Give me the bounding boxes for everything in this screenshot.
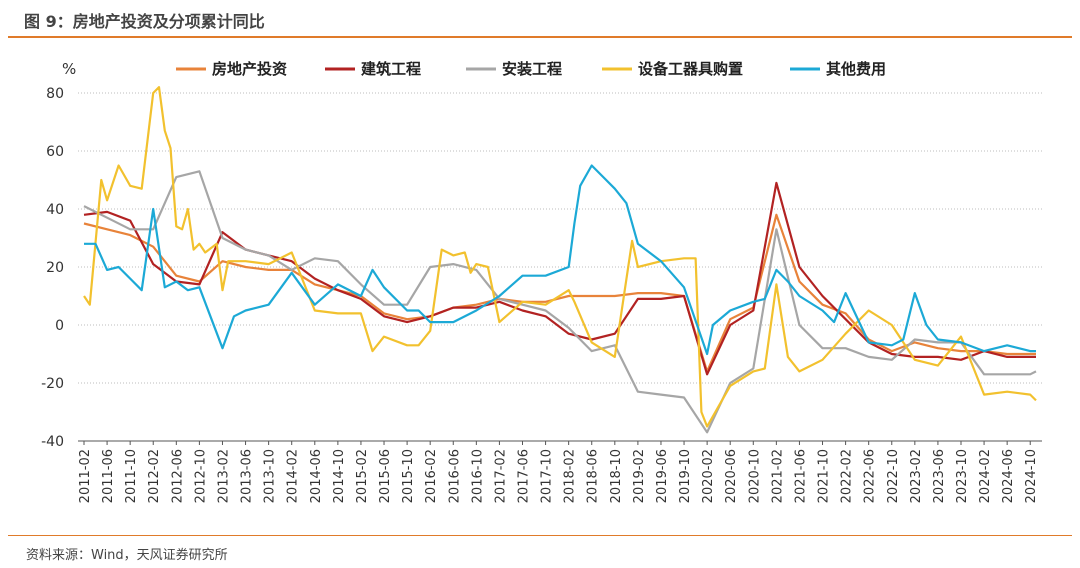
x-axis: 2011-02 2011-06 2011-10 2012-02 2012-06 2012-… xyxy=(78,440,1042,503)
x-tick-label: 2023-10 xyxy=(955,449,970,503)
legend-label: 设备工器具购置 xyxy=(638,60,743,78)
y-tick-label: 60 xyxy=(46,144,64,160)
x-tick-label: 2019-06 xyxy=(655,449,670,503)
x-tick-label: 2020-02 xyxy=(701,449,716,503)
y-tick-label: 0 xyxy=(55,318,64,334)
x-tick-label: 2021-06 xyxy=(793,449,808,503)
x-tick-label: 2014-10 xyxy=(332,449,347,503)
x-tick-label: 2022-02 xyxy=(840,449,855,503)
line-chart: % 房地产投资 建筑工程 安装工程 设备工器具购置 其他费用 -40 -20 0 20 40 60… xyxy=(41,60,1042,503)
legend-label: 安装工程 xyxy=(502,60,562,78)
x-tick-label: 2019-10 xyxy=(678,449,693,503)
x-tick-label: 2016-10 xyxy=(470,449,485,503)
x-tick-label: 2017-02 xyxy=(493,449,508,503)
x-tick-label: 2017-10 xyxy=(540,449,555,503)
x-tick-label: 2024-02 xyxy=(978,449,993,503)
top-divider xyxy=(8,36,1072,38)
x-tick-label: 2013-06 xyxy=(240,449,255,503)
x-tick-label: 2012-10 xyxy=(193,449,208,503)
x-tick-label: 2020-10 xyxy=(747,449,762,503)
x-tick-label: 2024-10 xyxy=(1024,449,1039,503)
x-tick-label: 2018-10 xyxy=(609,449,624,503)
x-tick-label: 2023-06 xyxy=(932,449,947,503)
x-tick-label: 2020-06 xyxy=(724,449,739,503)
x-tick-label: 2013-10 xyxy=(263,449,278,503)
x-tick-label: 2022-10 xyxy=(886,449,901,503)
x-tick-label: 2011-10 xyxy=(124,449,139,503)
source-note: 资料来源：Wind，天风证券研究所 xyxy=(26,548,228,563)
y-tick-label: 20 xyxy=(46,260,64,276)
x-tick-label: 2016-02 xyxy=(424,449,439,503)
x-tick-label: 2015-10 xyxy=(401,449,416,503)
series-lines xyxy=(83,86,1037,434)
bottom-divider xyxy=(8,535,1072,536)
x-tick-label: 2024-06 xyxy=(1001,449,1016,503)
x-tick-label: 2011-02 xyxy=(78,449,93,503)
y-tick-label: -40 xyxy=(41,434,64,450)
series-line-1 xyxy=(83,213,1036,373)
x-tick-label: 2013-02 xyxy=(216,449,231,503)
x-tick-label: 2011-06 xyxy=(101,449,116,503)
x-tick-label: 2018-02 xyxy=(563,449,578,503)
legend-label: 房地产投资 xyxy=(212,60,287,78)
y-axis-unit-label: % xyxy=(62,60,76,78)
y-tick-label: 40 xyxy=(46,202,64,218)
x-tick-label: 2012-06 xyxy=(170,449,185,503)
x-tick-label: 2021-02 xyxy=(770,449,785,503)
x-tick-label: 2012-02 xyxy=(147,449,162,503)
x-tick-label: 2021-10 xyxy=(817,449,832,503)
y-axis-ticks: -40 -20 0 20 40 60 80 xyxy=(41,86,64,450)
legend-label: 其他费用 xyxy=(826,60,886,78)
x-tick-label: 2022-06 xyxy=(863,449,878,503)
figure-title: 图 9：房地产投资及分项累计同比 xyxy=(24,12,265,31)
x-tick-label: 2014-06 xyxy=(309,449,324,503)
y-tick-label: 80 xyxy=(46,86,64,102)
legend: 房地产投资 建筑工程 安装工程 设备工器具购置 其他费用 xyxy=(176,60,886,78)
legend-label: 建筑工程 xyxy=(361,60,421,78)
series-line-5 xyxy=(84,164,1036,356)
x-tick-label: 2023-02 xyxy=(909,449,924,503)
series-line-4 xyxy=(83,86,1037,428)
x-tick-label: 2015-06 xyxy=(378,449,393,503)
x-tick-label: 2019-02 xyxy=(632,449,647,503)
x-tick-label: 2015-02 xyxy=(355,449,370,503)
series-line-3 xyxy=(83,170,1037,434)
x-tick-label: 2018-06 xyxy=(586,449,601,503)
x-tick-label: 2017-06 xyxy=(516,449,531,503)
x-tick-label: 2014-02 xyxy=(286,449,301,503)
x-tick-label: 2016-06 xyxy=(447,449,462,503)
y-tick-label: -20 xyxy=(41,376,64,392)
